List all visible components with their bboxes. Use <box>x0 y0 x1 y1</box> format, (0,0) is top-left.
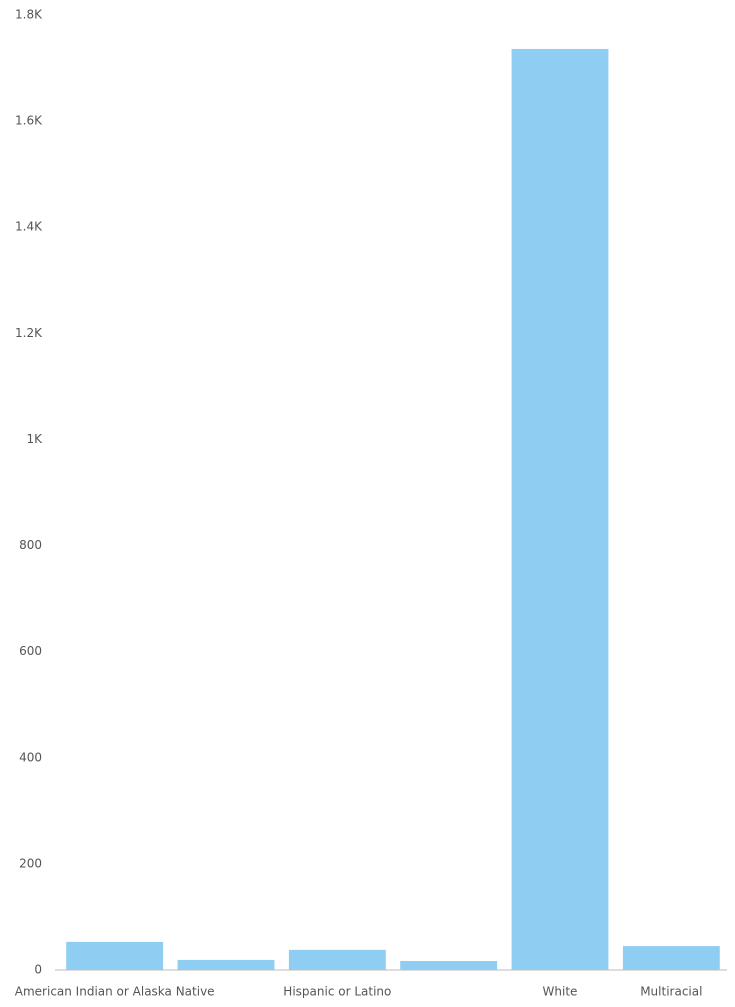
x-tick-label: American Indian or Alaska Native <box>15 985 215 999</box>
y-tick-label: 1.6K <box>15 114 43 128</box>
y-tick-label: 1.2K <box>15 326 43 340</box>
y-tick-label: 800 <box>19 538 42 552</box>
x-tick-label: White <box>543 985 578 999</box>
y-tick-label: 400 <box>19 750 42 764</box>
bar <box>288 949 386 970</box>
bar <box>400 960 498 970</box>
bar <box>66 941 164 970</box>
y-tick-label: 1.4K <box>15 220 43 234</box>
bar <box>177 959 275 970</box>
y-tick-label: 600 <box>19 644 42 658</box>
x-tick-label: Hispanic or Latino <box>283 985 391 999</box>
x-tick-label: Multiracial <box>640 985 702 999</box>
y-tick-label: 0 <box>34 963 42 977</box>
y-tick-label: 200 <box>19 856 42 870</box>
bar <box>511 48 609 970</box>
bar <box>622 946 720 970</box>
y-tick-label: 1K <box>26 432 43 446</box>
y-tick-label: 1.8K <box>15 8 43 22</box>
